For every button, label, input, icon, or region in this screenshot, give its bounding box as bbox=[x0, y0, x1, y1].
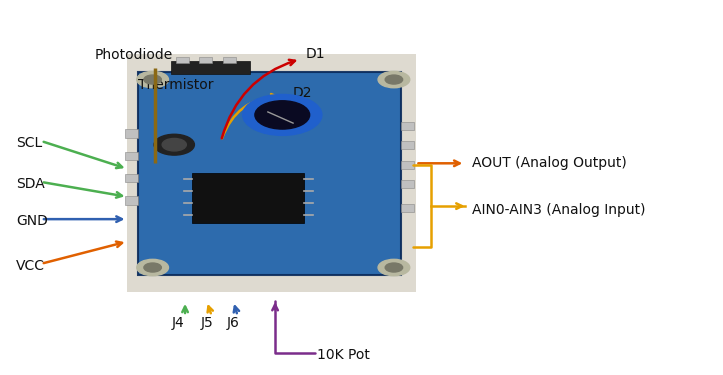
Circle shape bbox=[385, 75, 403, 84]
Bar bbox=[125, 129, 138, 138]
Bar bbox=[125, 196, 138, 205]
Circle shape bbox=[154, 134, 194, 155]
Bar bbox=[125, 152, 138, 160]
Bar bbox=[176, 57, 189, 63]
Bar bbox=[401, 141, 414, 149]
Bar bbox=[223, 57, 236, 63]
Text: D1: D1 bbox=[305, 47, 325, 61]
Text: SCL: SCL bbox=[16, 136, 42, 150]
Circle shape bbox=[162, 138, 187, 151]
Bar bbox=[200, 57, 213, 63]
Circle shape bbox=[243, 94, 322, 135]
Circle shape bbox=[137, 71, 168, 88]
Circle shape bbox=[378, 260, 410, 276]
Bar bbox=[401, 122, 414, 130]
Circle shape bbox=[255, 101, 309, 129]
Circle shape bbox=[144, 263, 161, 272]
Bar bbox=[401, 180, 414, 188]
Bar bbox=[401, 161, 414, 169]
Text: 10K Pot: 10K Pot bbox=[317, 348, 369, 362]
Circle shape bbox=[137, 260, 168, 276]
Text: GND: GND bbox=[16, 214, 48, 228]
Text: SDA: SDA bbox=[16, 177, 45, 191]
Text: D2: D2 bbox=[293, 86, 312, 100]
Bar bbox=[138, 72, 401, 275]
Bar bbox=[401, 204, 414, 212]
Circle shape bbox=[144, 75, 161, 84]
Bar bbox=[127, 54, 416, 292]
Text: AOUT (Analog Output): AOUT (Analog Output) bbox=[471, 156, 626, 170]
Text: J4: J4 bbox=[171, 316, 184, 330]
Text: Thermistor: Thermistor bbox=[138, 78, 214, 92]
Text: Photodiode: Photodiode bbox=[95, 48, 174, 62]
Bar bbox=[171, 61, 250, 74]
Text: AIN0-AIN3 (Analog Input): AIN0-AIN3 (Analog Input) bbox=[471, 203, 645, 217]
Text: VCC: VCC bbox=[16, 259, 45, 273]
Circle shape bbox=[385, 263, 403, 272]
Text: J6: J6 bbox=[227, 316, 240, 330]
Bar bbox=[125, 174, 138, 182]
Bar bbox=[192, 172, 304, 223]
Circle shape bbox=[378, 71, 410, 88]
Text: J5: J5 bbox=[200, 316, 213, 330]
